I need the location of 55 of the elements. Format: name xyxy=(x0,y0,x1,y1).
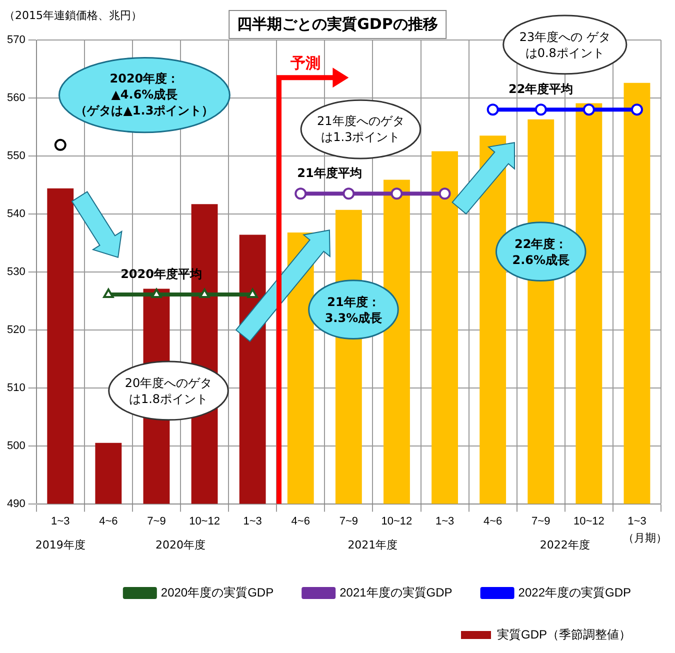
point xyxy=(534,104,547,116)
legend-label: 2022年度の実質GDP xyxy=(518,585,632,600)
point xyxy=(630,104,643,116)
point xyxy=(342,188,355,200)
x-tick-label: 4~6 xyxy=(483,515,502,528)
y-tick-label: 560 xyxy=(6,92,26,104)
annotation: 21年度平均 xyxy=(296,165,363,182)
legend-label: 実質GDP（季節調整値） xyxy=(496,627,632,642)
legend-label: 2020年度の実質GDP xyxy=(160,585,274,600)
annotation: 22年度平均 xyxy=(508,80,574,98)
x-tick-label: 10~12 xyxy=(381,515,412,528)
x-tick-label: 7~9 xyxy=(147,515,166,528)
legend-label: 2021年度の実質GDP xyxy=(340,585,452,600)
chart-title: 四半期ごとの実質GDPの推移 xyxy=(228,10,447,39)
y-tick-label: 570 xyxy=(6,34,26,46)
y-tick-label: 510 xyxy=(6,382,26,394)
annotation: 2020年度：▲4.6%成長（ゲタは▲1.3ポイント） xyxy=(75,70,214,120)
point xyxy=(390,188,403,200)
y-tick-label: 490 xyxy=(6,498,26,510)
x-tick-label: 1~3 xyxy=(628,515,646,528)
x-tick-label: 4~6 xyxy=(291,515,310,528)
text: 2020年度 xyxy=(156,538,206,554)
y-tick-label: 500 xyxy=(6,440,26,452)
x-tick-label: 7~9 xyxy=(532,515,550,528)
y-tick-label: 550 xyxy=(6,150,26,162)
point xyxy=(247,288,258,298)
text: 2019年度 xyxy=(35,538,86,554)
annotation: 21年度：3.3%成長 xyxy=(324,293,382,326)
point xyxy=(54,138,66,151)
annotation: 20年度へのゲタは1.8ポイント xyxy=(124,374,212,407)
point xyxy=(438,188,451,200)
x-tick-label: 10~12 xyxy=(573,515,604,528)
text: 2021年度 xyxy=(348,538,398,554)
text: （月期） xyxy=(622,532,667,546)
annotation: 23年度への ゲタは0.8ポイント xyxy=(519,28,610,61)
y-tick-label: 520 xyxy=(6,324,26,336)
point xyxy=(151,288,162,298)
annotation: 21年度へのゲタは1.3ポイント xyxy=(317,113,404,146)
annotation: 22年度：2.6%成長 xyxy=(512,235,570,268)
point xyxy=(103,288,114,298)
x-tick-label: 4~6 xyxy=(99,515,118,528)
x-tick-label: 10~12 xyxy=(189,515,220,528)
x-tick-label: 1~3 xyxy=(435,515,454,528)
text: 2022年度 xyxy=(540,538,590,554)
point xyxy=(199,288,210,298)
y-tick-label: 540 xyxy=(6,208,26,220)
point xyxy=(294,188,307,200)
annotation: 予測 xyxy=(290,53,320,74)
point xyxy=(486,104,499,116)
y-axis-title: （2015年連鎖価格、兆円） xyxy=(4,8,142,23)
point xyxy=(582,104,595,116)
y-tick-label: 530 xyxy=(6,266,26,278)
x-tick-label: 1~3 xyxy=(51,515,70,528)
x-tick-label: 7~9 xyxy=(339,515,358,528)
x-tick-label: 1~3 xyxy=(243,515,262,528)
